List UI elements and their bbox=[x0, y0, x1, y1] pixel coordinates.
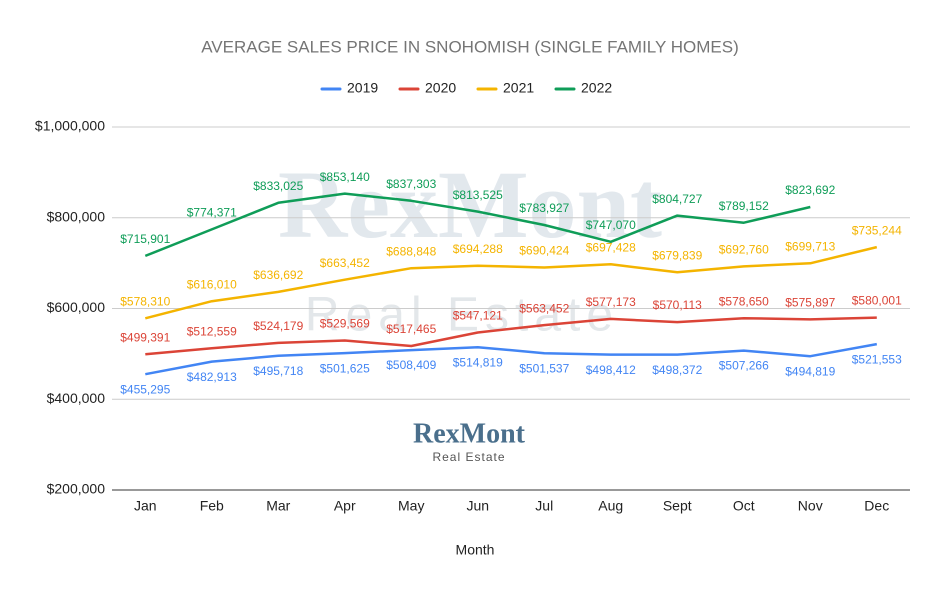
data-label: $577,173 bbox=[586, 295, 636, 309]
x-tick-label: Jun bbox=[466, 498, 489, 514]
data-label: $774,371 bbox=[187, 206, 237, 220]
x-tick-label: Jan bbox=[134, 498, 157, 514]
x-tick-label: May bbox=[398, 498, 424, 514]
data-label: $498,412 bbox=[586, 363, 636, 377]
data-label: $837,303 bbox=[386, 177, 436, 191]
logo-tagline: Real Estate bbox=[432, 450, 505, 464]
data-label: $578,310 bbox=[120, 295, 170, 309]
x-tick-label: Jul bbox=[535, 498, 553, 514]
legend-label: 2019 bbox=[347, 80, 378, 96]
data-label: $833,025 bbox=[253, 179, 303, 193]
x-tick-label: Oct bbox=[733, 498, 755, 514]
data-label: $690,424 bbox=[519, 244, 569, 258]
data-label: $507,266 bbox=[719, 359, 769, 373]
data-label: $747,070 bbox=[586, 218, 636, 232]
x-axis-label: Month bbox=[456, 542, 495, 558]
data-label: $688,848 bbox=[386, 244, 436, 258]
data-label: $699,713 bbox=[785, 239, 835, 253]
data-label: $692,760 bbox=[719, 243, 769, 257]
x-tick-label: Dec bbox=[864, 498, 889, 514]
data-label: $501,625 bbox=[320, 361, 370, 375]
data-label: $636,692 bbox=[253, 268, 303, 282]
data-label: $735,244 bbox=[852, 223, 902, 237]
y-tick-label: $800,000 bbox=[47, 208, 106, 224]
data-label: $547,121 bbox=[453, 309, 503, 323]
data-label: $580,001 bbox=[852, 294, 902, 308]
data-label: $789,152 bbox=[719, 199, 769, 213]
data-label: $823,692 bbox=[785, 183, 835, 197]
y-tick-label: $400,000 bbox=[47, 390, 106, 406]
x-tick-label: Aug bbox=[598, 498, 623, 514]
data-label: $494,819 bbox=[785, 364, 835, 378]
data-label: $521,553 bbox=[852, 352, 902, 366]
x-tick-label: Apr bbox=[334, 498, 356, 514]
data-label: $529,569 bbox=[320, 317, 370, 331]
data-label: $853,140 bbox=[320, 170, 370, 184]
y-tick-label: $200,000 bbox=[47, 481, 106, 497]
data-label: $783,927 bbox=[519, 201, 569, 215]
data-label: $663,452 bbox=[320, 256, 370, 270]
data-label: $804,727 bbox=[652, 192, 702, 206]
legend-label: 2022 bbox=[581, 80, 612, 96]
data-label: $501,537 bbox=[519, 361, 569, 375]
y-tick-label: $1,000,000 bbox=[35, 118, 105, 134]
data-label: $616,010 bbox=[187, 277, 237, 291]
data-label: $508,409 bbox=[386, 358, 436, 372]
series-line bbox=[144, 192, 811, 258]
data-label: $499,391 bbox=[120, 330, 170, 344]
series-line bbox=[145, 316, 877, 356]
y-tick-label: $600,000 bbox=[47, 299, 106, 315]
data-label: $578,650 bbox=[719, 294, 769, 308]
legend-label: 2020 bbox=[425, 80, 456, 96]
data-label: $679,839 bbox=[652, 248, 702, 262]
data-label: $514,819 bbox=[453, 355, 503, 369]
data-label: $498,372 bbox=[652, 363, 702, 377]
data-label: $575,897 bbox=[785, 296, 835, 310]
x-tick-label: Feb bbox=[200, 498, 224, 514]
data-label: $495,718 bbox=[253, 364, 303, 378]
data-label: $512,559 bbox=[187, 324, 237, 338]
data-label: $715,901 bbox=[120, 232, 170, 246]
series-line bbox=[145, 342, 878, 376]
chart-title: AVERAGE SALES PRICE IN SNOHOMISH (SINGLE… bbox=[201, 37, 739, 56]
data-label: $524,179 bbox=[253, 319, 303, 333]
x-tick-label: Nov bbox=[798, 498, 823, 514]
data-label: $570,113 bbox=[653, 298, 702, 312]
data-label: $813,525 bbox=[453, 188, 503, 202]
data-label: $697,428 bbox=[586, 240, 636, 254]
watermark-brand: RexMont bbox=[278, 151, 662, 258]
x-tick-label: Mar bbox=[266, 498, 290, 514]
watermark-tagline: Real Estate bbox=[305, 289, 619, 342]
data-label: $455,295 bbox=[120, 382, 170, 396]
series-line bbox=[144, 245, 878, 320]
data-label: $694,288 bbox=[453, 242, 503, 256]
data-label: $517,465 bbox=[386, 322, 436, 336]
logo-brand: RexMont bbox=[413, 418, 526, 449]
data-label: $482,913 bbox=[187, 370, 237, 384]
data-label: $563,452 bbox=[519, 301, 569, 315]
x-tick-label: Sept bbox=[663, 498, 692, 514]
legend-label: 2021 bbox=[503, 80, 534, 96]
